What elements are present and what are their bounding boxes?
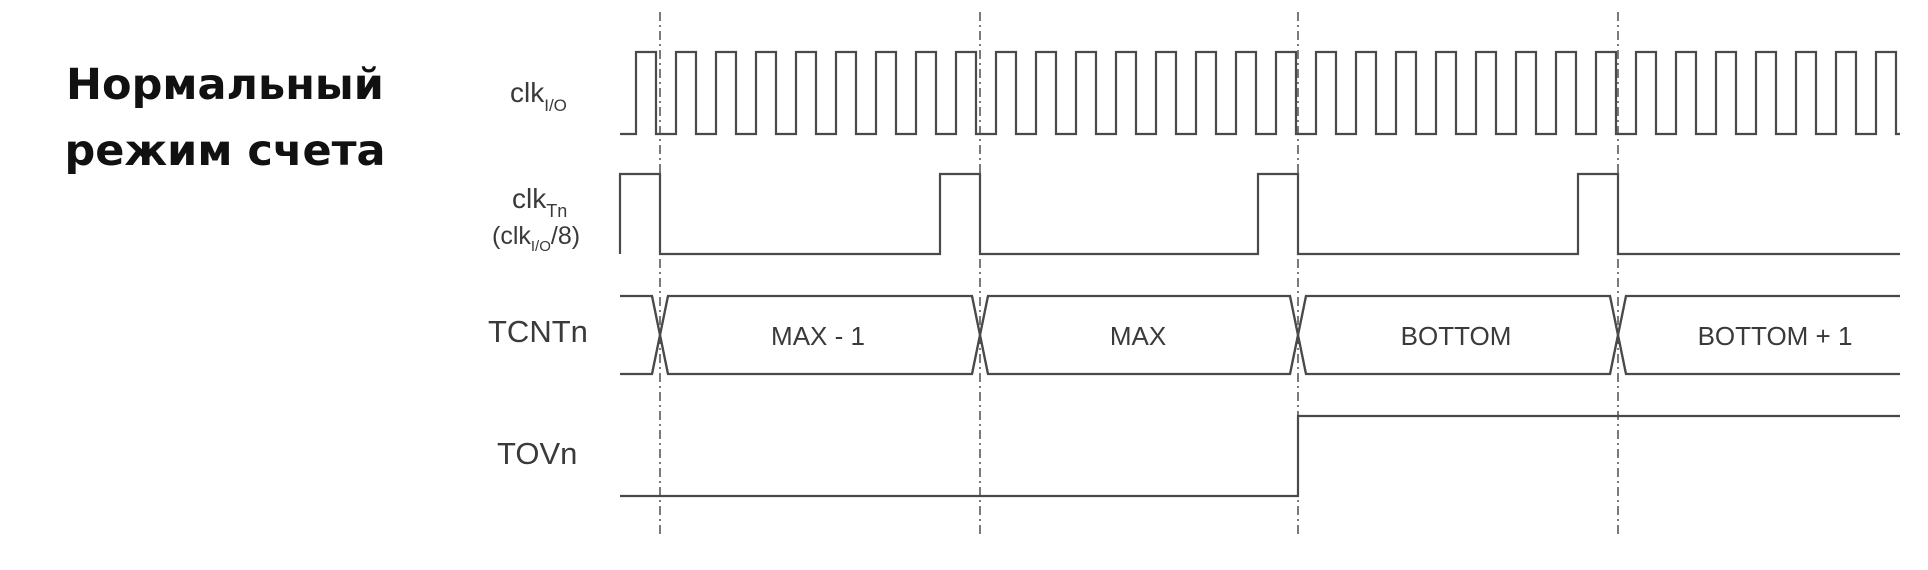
- clk-tn-paren-open: (clk: [492, 222, 531, 250]
- tcnt-label: TCNTn: [488, 314, 588, 349]
- tcnt-segment-label: MAX - 1: [771, 321, 865, 351]
- tcnt-segment-label: BOTTOM: [1401, 321, 1512, 351]
- clk-tn-label-sub: Tn: [546, 201, 567, 221]
- tov-waveform: [620, 414, 1900, 498]
- tcnt-bus-bottom-edge: [620, 295, 1900, 376]
- mode-heading-line-2: режим счета: [64, 126, 386, 176]
- mode-heading: Нормальный режим счета: [0, 52, 450, 184]
- clock-edge-guides: [659, 12, 1619, 536]
- tcnt-bus: MAX - 1 MAX BOTTOM BOTTOM + 1: [620, 294, 1900, 376]
- clk-tn-divider-label: (clkI/O/8): [492, 222, 580, 255]
- mode-heading-line-1: Нормальный: [66, 60, 384, 110]
- tcnt-segment-label: BOTTOM + 1: [1698, 321, 1853, 351]
- clk-tn-waveform: [618, 172, 1900, 256]
- clk-tn-paren-close: /8): [551, 222, 580, 250]
- clk-io-label: clkI/O: [510, 77, 567, 115]
- tcnt-segment-label: MAX: [1110, 321, 1166, 351]
- clk-tn-label-main: clk: [512, 183, 547, 214]
- clk-tn-label: clkTn: [512, 183, 567, 221]
- clk-io-label-sub: I/O: [544, 96, 567, 115]
- clk-io-label-main: clk: [510, 77, 545, 108]
- clk-io-waveform: [620, 50, 1900, 136]
- tov-label: TOVn: [497, 436, 577, 471]
- clk-tn-paren-sub: I/O: [531, 238, 551, 255]
